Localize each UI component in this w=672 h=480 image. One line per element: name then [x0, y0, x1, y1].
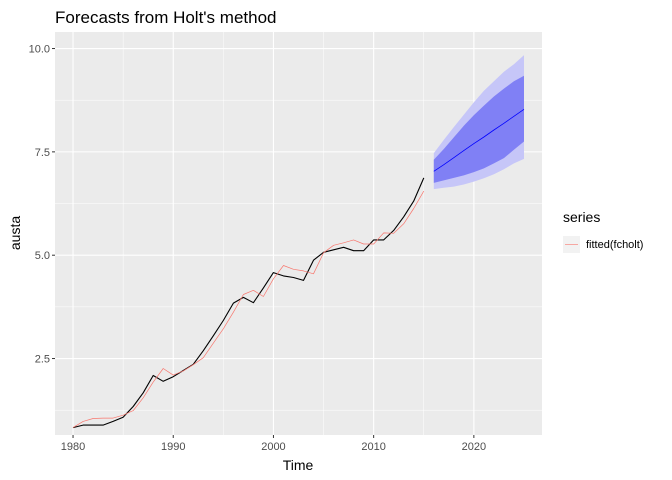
y-tick-label: 2.5 — [35, 354, 50, 366]
fitted-series-line — [72, 190, 425, 428]
x-tick-label: 1980 — [61, 441, 85, 453]
plot-panel — [55, 32, 542, 435]
x-tick-label: 1990 — [161, 441, 185, 453]
y-tick-label: 7.5 — [35, 147, 50, 159]
legend: series fitted(fcholt) — [563, 209, 643, 253]
y-tick-label: 5.0 — [35, 250, 50, 262]
x-tick-label: 2010 — [361, 441, 385, 453]
series-lines — [72, 108, 525, 429]
major-gridlines — [55, 32, 542, 435]
y-axis: 2.5 5.0 7.5 10.0 — [29, 44, 55, 366]
legend-title: series — [563, 209, 600, 225]
x-tick-label: 2020 — [462, 441, 486, 453]
x-axis-title: Time — [283, 457, 314, 473]
forecast-series-line — [433, 108, 525, 172]
y-tick-label: 10.0 — [29, 44, 50, 56]
chart-title: Forecasts from Holt's method — [55, 8, 276, 27]
minor-gridlines — [55, 32, 542, 435]
y-axis-title: austa — [7, 216, 23, 250]
actual-series-line — [72, 177, 425, 429]
x-tick-label: 2000 — [261, 441, 285, 453]
x-axis: 1980 1990 2000 2010 2020 — [61, 435, 486, 453]
legend-label: fitted(fcholt) — [586, 239, 643, 251]
